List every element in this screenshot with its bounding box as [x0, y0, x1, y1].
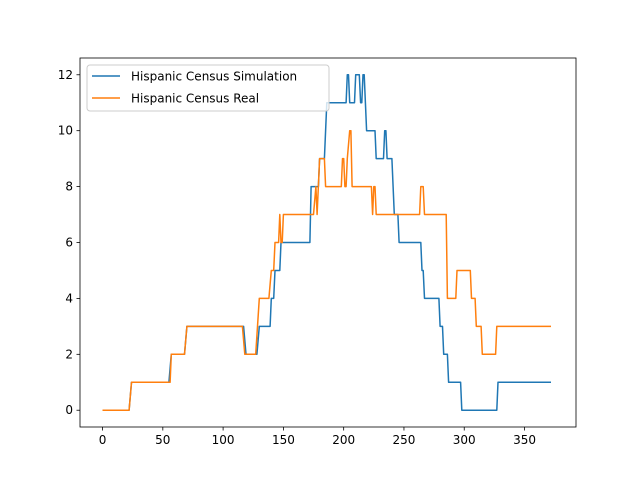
y-axis-ticks: 0 2 4 6 8 10 12: [58, 68, 80, 417]
x-tick-label: 200: [332, 433, 355, 447]
y-tick-label: 10: [58, 124, 73, 138]
series-line-1: [102, 74, 551, 411]
legend-label-2: Hispanic Census Real: [131, 92, 259, 106]
legend-label-1: Hispanic Census Simulation: [131, 70, 297, 84]
x-tick-label: 250: [393, 433, 416, 447]
x-tick-label: 100: [212, 433, 235, 447]
x-axis-ticks: 0 50 100 150 200 250 300 350: [99, 427, 536, 447]
x-tick-label: 300: [453, 433, 476, 447]
plot-lines: [102, 74, 551, 411]
y-tick-label: 0: [65, 403, 73, 417]
series-line-2: [102, 129, 551, 411]
y-tick-label: 6: [65, 236, 73, 250]
x-tick-label: 150: [272, 433, 295, 447]
y-tick-label: 12: [58, 68, 73, 82]
y-tick-label: 8: [65, 180, 73, 194]
legend: Hispanic Census Simulation Hispanic Censu…: [86, 64, 330, 112]
x-tick-label: 50: [155, 433, 170, 447]
legend-box: [86, 64, 330, 112]
y-tick-label: 4: [65, 291, 73, 305]
x-tick-label: 0: [99, 433, 107, 447]
y-tick-label: 2: [65, 347, 73, 361]
x-tick-label: 350: [513, 433, 536, 447]
